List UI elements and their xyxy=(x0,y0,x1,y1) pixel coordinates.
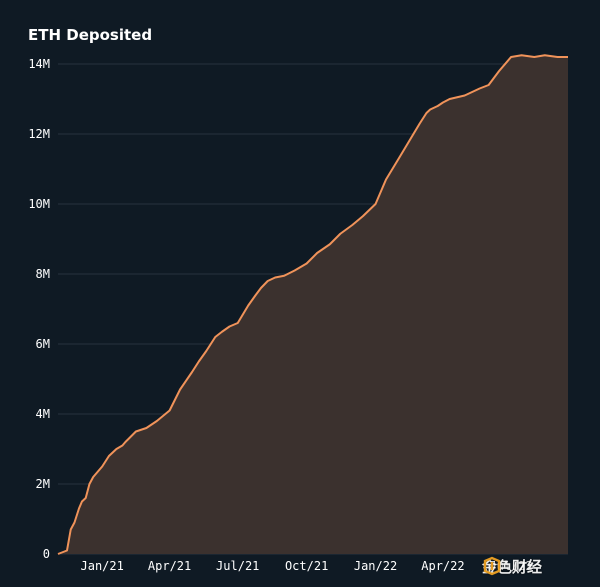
y-tick-label: 0 xyxy=(43,547,50,561)
jinse-logo-icon xyxy=(483,556,501,576)
y-tick-label: 8M xyxy=(36,267,50,281)
x-tick-label: Apr/21 xyxy=(148,559,191,573)
y-tick-label: 14M xyxy=(28,57,50,71)
x-tick-label: Jul/21 xyxy=(216,559,259,573)
chart-title: ETH Deposited xyxy=(28,26,153,44)
y-tick-label: 10M xyxy=(28,197,50,211)
y-tick-label: 4M xyxy=(36,407,50,421)
y-tick-label: 6M xyxy=(36,337,50,351)
watermark: 金色财经 xyxy=(482,556,542,577)
area-fill xyxy=(58,55,568,554)
x-tick-label: Jul/22 xyxy=(489,559,532,573)
x-tick-label: Apr/22 xyxy=(421,559,464,573)
x-tick-label: Jan/22 xyxy=(354,559,397,573)
y-tick-label: 2M xyxy=(36,477,50,491)
area-series xyxy=(57,54,568,555)
series-line xyxy=(57,54,568,555)
y-axis: 0 2M 4M 6M 8M 10M 12M 14M xyxy=(28,57,50,561)
x-axis: Jan/21 Apr/21 Jul/21 Oct/21 Jan/22 Apr/22 Jul/… xyxy=(81,559,533,573)
x-tick-label: Oct/21 xyxy=(285,559,328,573)
x-tick-label: Jan/21 xyxy=(81,559,124,573)
y-tick-label: 12M xyxy=(28,127,50,141)
